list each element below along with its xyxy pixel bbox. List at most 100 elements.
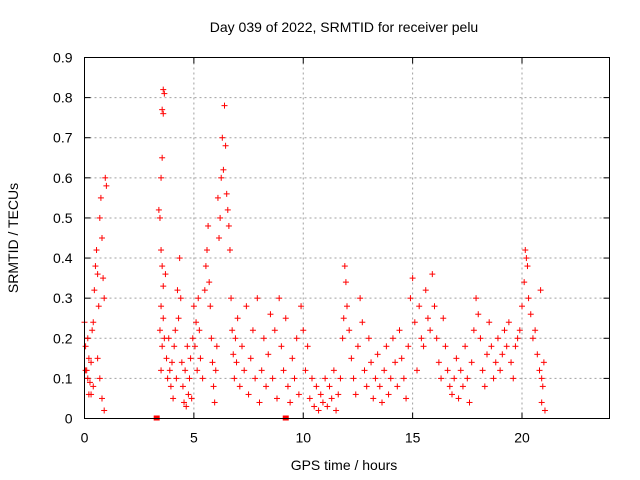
data-point [94,355,101,362]
data-point [538,375,545,382]
data-point [224,206,231,213]
data-point [229,327,236,334]
data-point [534,351,541,358]
data-point [346,327,353,334]
data-point [389,335,396,342]
data-point [381,367,388,374]
data-point [438,375,445,382]
data-point [539,383,546,390]
data-point [490,375,497,382]
data-point [267,311,274,318]
data-point [252,375,259,382]
data-point [420,343,427,350]
data-point [254,295,261,302]
data-point [233,359,240,366]
data-point [488,343,495,350]
data-point [102,174,109,181]
data-point [174,287,181,294]
data-point [161,90,168,97]
y-tick-label: 0.5 [53,210,73,226]
data-point [516,327,523,334]
y-tick-label: 0 [65,411,73,427]
data-point [451,375,458,382]
data-point [416,303,423,310]
data-point [522,247,529,254]
data-point [477,335,484,342]
data-point [230,351,237,358]
data-point [178,359,185,366]
data-point [418,335,425,342]
data-point [158,247,165,254]
data-point [206,279,213,286]
data-point [211,399,218,406]
data-point [170,395,177,402]
data-point [99,235,105,241]
data-point [256,399,263,406]
data-point [512,343,519,350]
data-point [158,303,165,310]
data-point [431,303,438,310]
y-axis-label: SRMTID / TECUs [5,183,21,293]
data-point [82,343,89,350]
data-point [322,375,329,382]
data-point [503,343,510,350]
data-point [204,247,210,254]
data-point [462,343,469,350]
data-point [387,375,394,382]
data-point [179,383,186,390]
data-point [84,335,91,342]
data-point [379,399,385,406]
data-point [276,295,283,302]
data-point [407,295,414,302]
data-point [464,375,471,382]
x-tick-label: 15 [405,430,421,446]
data-point [295,391,302,398]
data-point [159,343,166,350]
data-point [243,303,250,310]
data-point [342,279,349,286]
data-point [269,375,276,382]
data-point [424,315,431,322]
data-point [414,367,420,374]
data-point [185,391,192,398]
data-point [163,355,170,362]
data-point [409,275,416,282]
data-point [442,343,449,350]
data-point [94,271,101,278]
data-point [370,395,377,402]
data-point [510,375,517,382]
data-point [315,407,322,414]
data-point [82,367,89,374]
data-point [101,407,108,414]
data-point [422,287,429,294]
data-point [541,407,548,414]
data-point [247,355,254,362]
data-point [368,359,375,366]
data-point [160,110,167,117]
data-point [162,271,169,278]
data-point [207,303,214,310]
data-point [475,311,482,318]
data-point [245,391,252,398]
data-point [208,335,215,342]
data-point [222,142,229,149]
data-point [363,383,370,390]
data-point [287,399,294,406]
x-axis-label: GPS time / hours [291,457,398,473]
data-point [176,255,183,262]
data-point [324,403,331,410]
data-point [348,355,355,362]
data-point [328,395,335,402]
x-tick-label: 20 [514,430,530,446]
y-tick-label: 0.7 [53,130,73,146]
data-point [156,327,163,334]
data-point [189,335,196,342]
data-point [260,335,267,342]
data-point [234,315,241,322]
data-point [357,295,364,302]
data-point [392,359,399,366]
data-point [202,263,209,270]
data-point [99,395,105,402]
data-point [274,395,280,402]
